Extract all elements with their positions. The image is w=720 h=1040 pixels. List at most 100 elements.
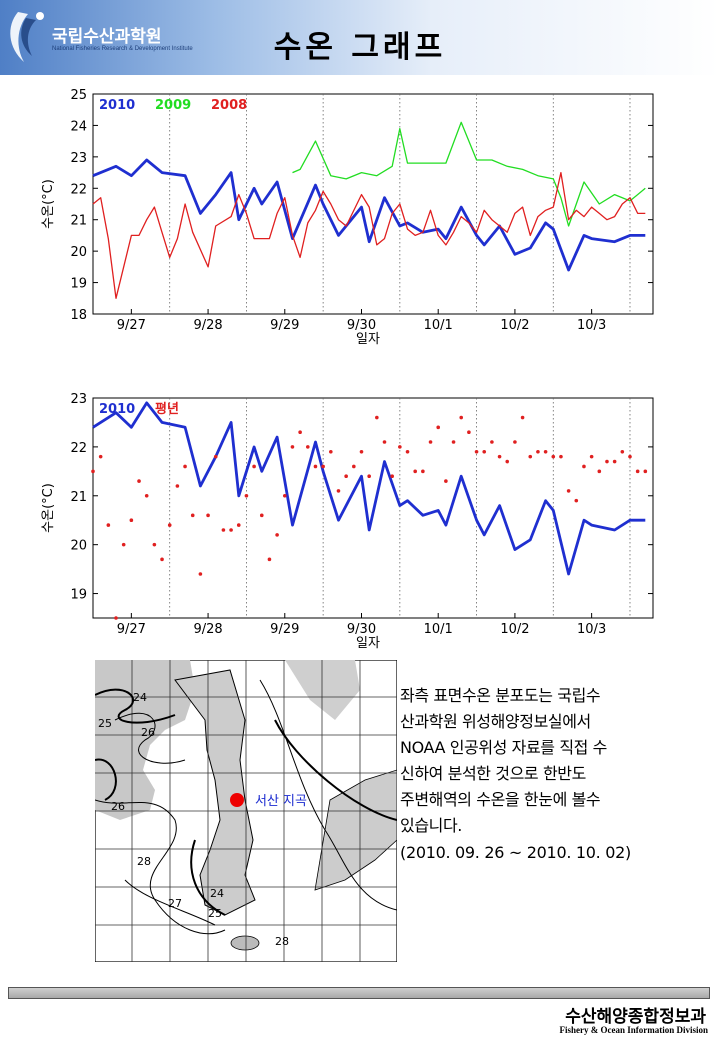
data-point [451, 440, 456, 444]
y-tick-label: 22 [70, 441, 87, 456]
data-point [405, 449, 410, 454]
data-point [144, 493, 149, 498]
contour-labels: 24 25 26 26 28 27 24 25 28 [98, 691, 289, 948]
data-point [375, 415, 379, 420]
data-point [421, 469, 425, 474]
data-point [236, 523, 241, 527]
data-point [444, 479, 448, 483]
x-tick-label: 9/28 [193, 622, 222, 637]
data-point [167, 523, 172, 527]
description-line: 있습니다. [400, 816, 462, 835]
data-point [367, 474, 371, 479]
data-point [612, 459, 617, 464]
x-tick-label: 9/27 [117, 318, 146, 333]
series-2010 [92, 158, 646, 272]
data-point [213, 454, 218, 459]
sst-distribution-map: 24 25 26 26 28 27 24 25 28 서산 지곡 [95, 660, 397, 962]
data-point [359, 449, 364, 454]
x-tick-label: 9/29 [270, 318, 299, 333]
contour-label: 26 [141, 726, 155, 739]
plot-area [92, 93, 654, 315]
contour-label: 24 [133, 691, 147, 704]
data-point [589, 454, 594, 459]
data-point [520, 415, 525, 420]
data-point [137, 479, 141, 483]
y-tick-label: 25 [70, 88, 87, 103]
division-name-ko: 수산해양종합정보과 [565, 1007, 706, 1027]
data-point [121, 542, 126, 547]
data-point [290, 445, 295, 449]
station-marker-icon [230, 793, 244, 807]
legend-entry: 2010 [99, 402, 135, 417]
series-line [92, 171, 646, 299]
data-point [482, 449, 487, 454]
data-point [275, 533, 279, 537]
data-point [282, 493, 287, 498]
x-tick-label: 9/27 [117, 622, 146, 637]
data-point [175, 484, 180, 488]
header-banner: 국립수산과학원 National Fisheries Research & De… [0, 0, 720, 75]
y-tick-label: 21 [70, 490, 87, 505]
legend-entry: 2010 [99, 98, 135, 113]
data-point [382, 440, 387, 444]
contour-label: 25 [208, 907, 222, 920]
y-tick-label: 23 [70, 392, 87, 407]
data-point [183, 464, 187, 469]
map-description: 좌측 표면수온 분포도는 국립수 산과학원 위성해양정보실에서 NOAA 인공위성 … [400, 683, 720, 839]
data-point [505, 459, 510, 464]
contour-label: 28 [137, 855, 151, 868]
data-point [474, 449, 479, 454]
page-title: 수온 그래프 [273, 30, 447, 65]
footer-divider [8, 987, 710, 999]
contour-label: 25 [98, 717, 112, 730]
description-line: 산과학원 위성해양정보실에서 [400, 712, 591, 731]
contour-label: 28 [275, 935, 289, 948]
data-point [497, 454, 502, 459]
x-tick-label: 10/2 [500, 622, 529, 637]
data-point [160, 557, 164, 562]
data-point [344, 474, 348, 479]
y-axis-label: 수온(°C) [41, 179, 56, 229]
data-point [628, 454, 632, 459]
data-point [206, 513, 210, 518]
data-point [643, 469, 648, 474]
org-name: 국립수산과학원 [52, 27, 162, 47]
x-tick-label: 10/3 [577, 318, 606, 333]
data-point [221, 528, 226, 532]
series-line [92, 158, 646, 272]
station-label: 서산 지곡 [255, 794, 307, 809]
data-point [321, 464, 325, 469]
data-point [252, 464, 256, 469]
legend-entry: 2008 [211, 98, 247, 113]
data-point [305, 445, 310, 449]
series-line [292, 121, 646, 227]
contour-label: 27 [168, 897, 182, 910]
data-point [398, 445, 402, 449]
x-tick-label: 9/29 [270, 622, 299, 637]
data-point [551, 454, 556, 459]
data-point [528, 454, 533, 459]
description-line: 좌측 표면수온 분포도는 국립수 [400, 686, 601, 705]
data-point [390, 474, 394, 479]
data-point [313, 464, 318, 469]
series-평년 [91, 415, 648, 620]
y-tick-label: 18 [70, 308, 87, 323]
data-point [267, 557, 272, 562]
contour-label: 26 [111, 800, 125, 813]
x-tick-label: 10/1 [424, 318, 453, 333]
division-name-en: Fishery & Ocean Information Division [559, 1025, 709, 1035]
data-point [190, 513, 195, 518]
x-axis-label: 일자 [356, 332, 380, 347]
y-tick-label: 23 [70, 151, 87, 166]
data-point [329, 449, 333, 454]
data-point [428, 440, 433, 444]
data-point [597, 469, 602, 474]
data-point [574, 498, 579, 503]
series-line [92, 401, 646, 576]
data-point [244, 493, 249, 498]
data-point [106, 523, 111, 527]
data-point [413, 469, 417, 474]
data-point [98, 454, 103, 459]
data-point [259, 513, 264, 518]
series-2010 [92, 401, 646, 576]
